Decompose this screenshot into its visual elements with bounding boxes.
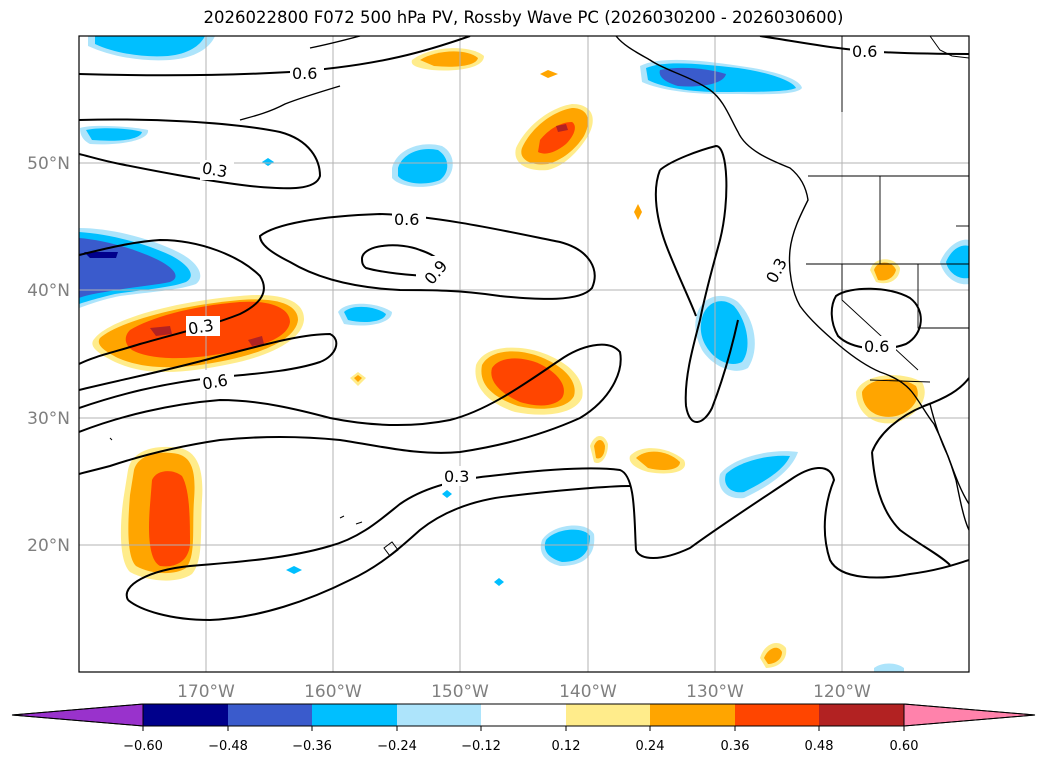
contour-label: 0.6	[864, 337, 889, 356]
colorbar-segment	[397, 704, 481, 726]
colorbar-segment	[228, 704, 312, 726]
lon-label-150w: 150°W	[431, 682, 489, 702]
colorbar-segment	[312, 704, 397, 726]
map-title: 2026022800 F072 500 hPa PV, Rossby Wave …	[203, 8, 844, 27]
colorbar-segment	[481, 704, 566, 726]
colorbar-arrow-high	[903, 703, 1036, 727]
colorbar: −0.60 −0.48 −0.36 −0.24 −0.12 0.12 0.24 …	[11, 703, 1036, 754]
colorbar-tick-label: 0.12	[552, 739, 581, 754]
graticule	[79, 36, 969, 672]
colorbar-tick-label: −0.60	[123, 739, 163, 754]
political-borders	[806, 36, 969, 383]
colorbar-ticks	[142, 726, 905, 731]
colorbar-tick-label: −0.48	[208, 739, 248, 754]
map-area[interactable]: 0.6 0.6 0.3 0.6 0.9 0.3 0.3 0.6 0.3 0.6	[79, 36, 969, 672]
colorbar-segment	[143, 704, 228, 726]
colorbar-tick-label: 0.60	[890, 739, 919, 754]
contour-label: 0.3	[187, 315, 215, 338]
colorbar-segment	[735, 704, 819, 726]
lat-label-40n: 40°N	[27, 281, 70, 301]
colorbar-arrow-low	[11, 703, 144, 727]
lon-label-120w: 120°W	[813, 682, 871, 702]
contour-label: 0.3	[444, 467, 469, 486]
lat-label-50n: 50°N	[27, 154, 70, 174]
colorbar-tick-label: 0.36	[721, 739, 750, 754]
colorbar-tick-label: −0.24	[377, 739, 417, 754]
colorbar-segment	[566, 704, 650, 726]
lon-label-160w: 160°W	[304, 682, 362, 702]
contour-labels: 0.6 0.6 0.3 0.6 0.9 0.3 0.3 0.6 0.3 0.6	[186, 40, 896, 486]
longitude-labels: 170°W 160°W 150°W 140°W 130°W 120°W	[177, 682, 871, 702]
contour-label: 0.6	[394, 210, 419, 229]
contour-label: 0.6	[201, 370, 229, 393]
contour-label: 0.3	[201, 158, 229, 181]
lon-label-130w: 130°W	[686, 682, 744, 702]
lat-label-20n: 20°N	[27, 536, 70, 556]
colorbar-tick-label: 0.48	[805, 739, 834, 754]
colorbar-frame	[142, 703, 905, 727]
lat-label-30n: 30°N	[27, 409, 70, 429]
lon-label-170w: 170°W	[177, 682, 235, 702]
colorbar-segment	[819, 704, 904, 726]
map-frame	[78, 35, 970, 673]
pv-shading	[79, 36, 969, 672]
colorbar-tick-label: −0.12	[461, 739, 501, 754]
contour-label: 0.6	[852, 42, 877, 61]
latitude-labels: 50°N 40°N 30°N 20°N	[27, 154, 70, 556]
colorbar-segment	[650, 704, 735, 726]
contour-label: 0.6	[292, 64, 317, 83]
coastlines	[239, 36, 969, 531]
colorbar-tick-label: 0.24	[636, 739, 665, 754]
colorbar-tick-label: −0.36	[292, 739, 332, 754]
lon-label-140w: 140°W	[559, 682, 617, 702]
